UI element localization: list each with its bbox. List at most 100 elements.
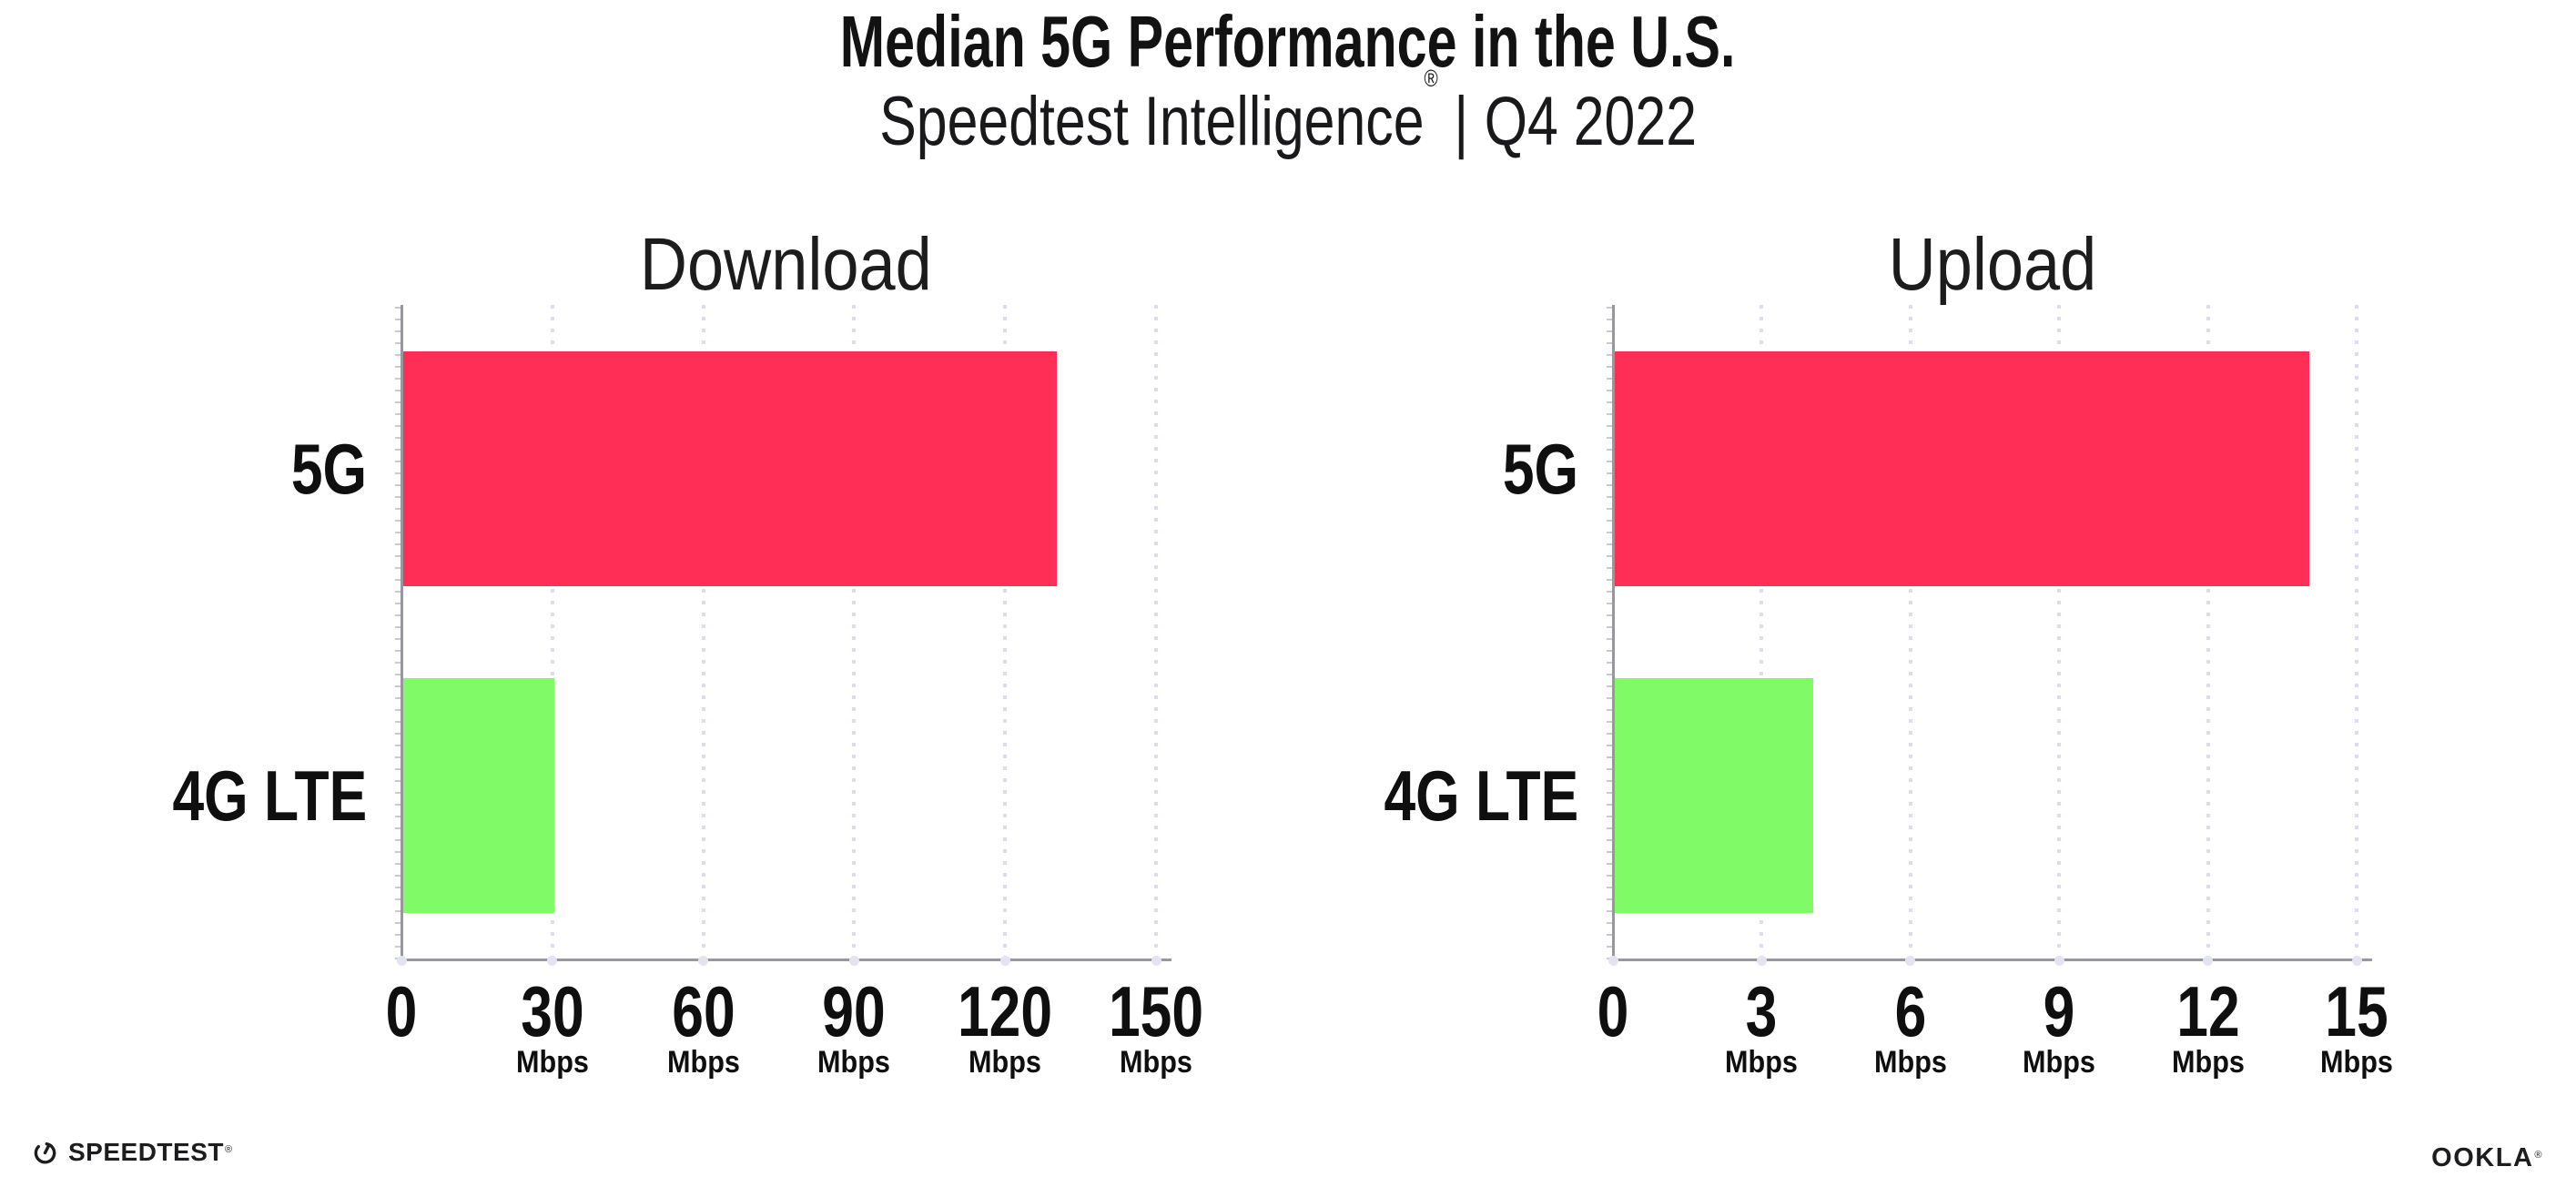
axis-dot [1905,956,1916,966]
category-label-5g: 5G [0,418,367,520]
axis-dot [1151,956,1161,966]
speedtest-logo-text: SPEEDTEST® [68,1138,233,1166]
x-tick-unit: Mbps [2317,1047,2398,1078]
gridline-30-mbps [550,305,554,959]
y-axis-minor-ticks [395,307,401,961]
axis-dot [848,956,859,966]
x-tick-unit-text: Mbps [1725,1045,1799,1080]
x-tick-unit-text: Mbps [817,1045,891,1080]
gridline-120-mbps [1003,305,1008,959]
upload-plot-area [1607,305,2372,966]
x-tick-unit-text: Mbps [515,1045,589,1080]
x-tick-label: 9 [2039,976,2078,1047]
x-tick-value: 3 [1746,971,1778,1051]
x-axis-line [1612,959,2372,961]
gridline-150-mbps [1154,305,1158,959]
x-tick-value: 9 [2043,971,2075,1051]
x-tick-unit: Mbps [1116,1047,1197,1078]
x-tick-unit-text: Mbps [2023,1045,2096,1080]
chart-title-text: Median 5G Performance in the U.S. [840,1,1736,82]
axis-dot [2054,956,2064,966]
registered-mark-icon: ® [224,1144,233,1155]
axis-dot [2203,956,2214,966]
x-tick-unit: Mbps [814,1047,895,1078]
axis-dot [999,956,1010,966]
x-tick-unit: Mbps [965,1047,1046,1078]
axis-dot [396,956,407,966]
gridline-3-mbps [1760,305,1764,959]
bar-5g [1615,350,2309,586]
x-tick-label: 6 [1891,976,1930,1047]
subtitle-period: Q4 2022 [1484,83,1697,160]
x-tick-label: 90 [815,976,894,1047]
x-tick-unit: Mbps [1721,1047,1802,1078]
x-tick-unit-text: Mbps [2171,1045,2245,1080]
axis-dot [2351,956,2362,966]
registered-mark-icon: ® [2534,1150,2543,1161]
gridline-15-mbps [2355,305,2358,959]
gridline-90-mbps [852,305,857,959]
category-label-text: 4G LTE [172,756,367,837]
x-tick-unit-text: Mbps [1120,1045,1192,1080]
y-axis-line [1612,305,1615,961]
x-tick-unit-text: Mbps [969,1045,1042,1080]
x-tick-value: 150 [1108,971,1204,1051]
x-tick-value: 12 [2175,971,2240,1051]
gridline-6-mbps [1908,305,1912,959]
category-label-4g-lte: 4G LTE [0,745,367,847]
axis-dot [547,956,558,966]
x-tick-label: 12 [2168,976,2247,1047]
y-axis-minor-ticks [1607,307,1612,961]
bar-4g-lte [403,678,554,914]
x-tick-value: 60 [671,971,735,1051]
category-label-text: 4G LTE [1384,756,1578,837]
bar-5g [403,350,1058,586]
x-tick-unit-text: Mbps [1873,1045,1947,1080]
x-tick-unit-text: Mbps [666,1045,740,1080]
y-axis-line [401,305,403,961]
x-tick-unit: Mbps [512,1047,593,1078]
x-tick-label: 60 [664,976,743,1047]
speedtest-logo: SPEEDTEST® [33,1138,232,1167]
axis-dot [1607,956,1618,966]
download-panel-title: Download [401,228,1171,302]
x-tick-label: 30 [512,976,592,1047]
x-tick-unit: Mbps [663,1047,744,1078]
axis-dot [1756,956,1767,966]
x-tick-unit: Mbps [1870,1047,1951,1078]
upload-panel-title-text: Upload [1888,223,2096,306]
x-tick-label: 0 [1593,976,1632,1047]
download-plot-area [395,305,1171,966]
x-tick-unit: Mbps [2019,1047,2100,1078]
category-label-text: 5G [290,428,367,509]
chart-title: Median 5G Performance in the U.S. [0,4,2576,80]
x-axis-line [401,959,1171,961]
x-tick-value: 0 [1597,971,1629,1051]
x-tick-label: 3 [1742,976,1781,1047]
x-tick-value: 15 [2325,971,2388,1051]
bar-4g-lte [1615,678,1813,914]
x-tick-value: 120 [958,971,1053,1051]
category-label-5g: 5G [1140,418,1578,520]
ookla-logo-text: OOKLA [2431,1143,2534,1172]
x-tick-value: 0 [385,971,418,1051]
x-tick-value: 90 [822,971,887,1051]
subtitle-brand: Speedtest Intelligence [879,83,1425,160]
x-tick-unit-text: Mbps [2320,1045,2393,1080]
subtitle-separator: | [1454,83,1469,160]
gridline-9-mbps [2057,305,2062,959]
category-label-4g-lte: 4G LTE [1140,745,1578,847]
x-tick-label: 150 [1097,976,1215,1047]
x-tick-label: 0 [381,976,421,1047]
axis-dot [698,956,709,966]
registered-mark-icon: ® [1424,66,1438,93]
x-tick-label: 120 [946,976,1064,1047]
ookla-logo: OOKLA® [2431,1143,2542,1173]
download-panel-title-text: Download [640,223,932,306]
chart-subtitle: Speedtest Intelligence® | Q4 2022 [0,67,2576,157]
category-label-text: 5G [1502,428,1578,509]
gridline-12-mbps [2206,305,2210,959]
speedtest-gauge-icon [34,1141,56,1163]
x-tick-unit: Mbps [2167,1047,2248,1078]
